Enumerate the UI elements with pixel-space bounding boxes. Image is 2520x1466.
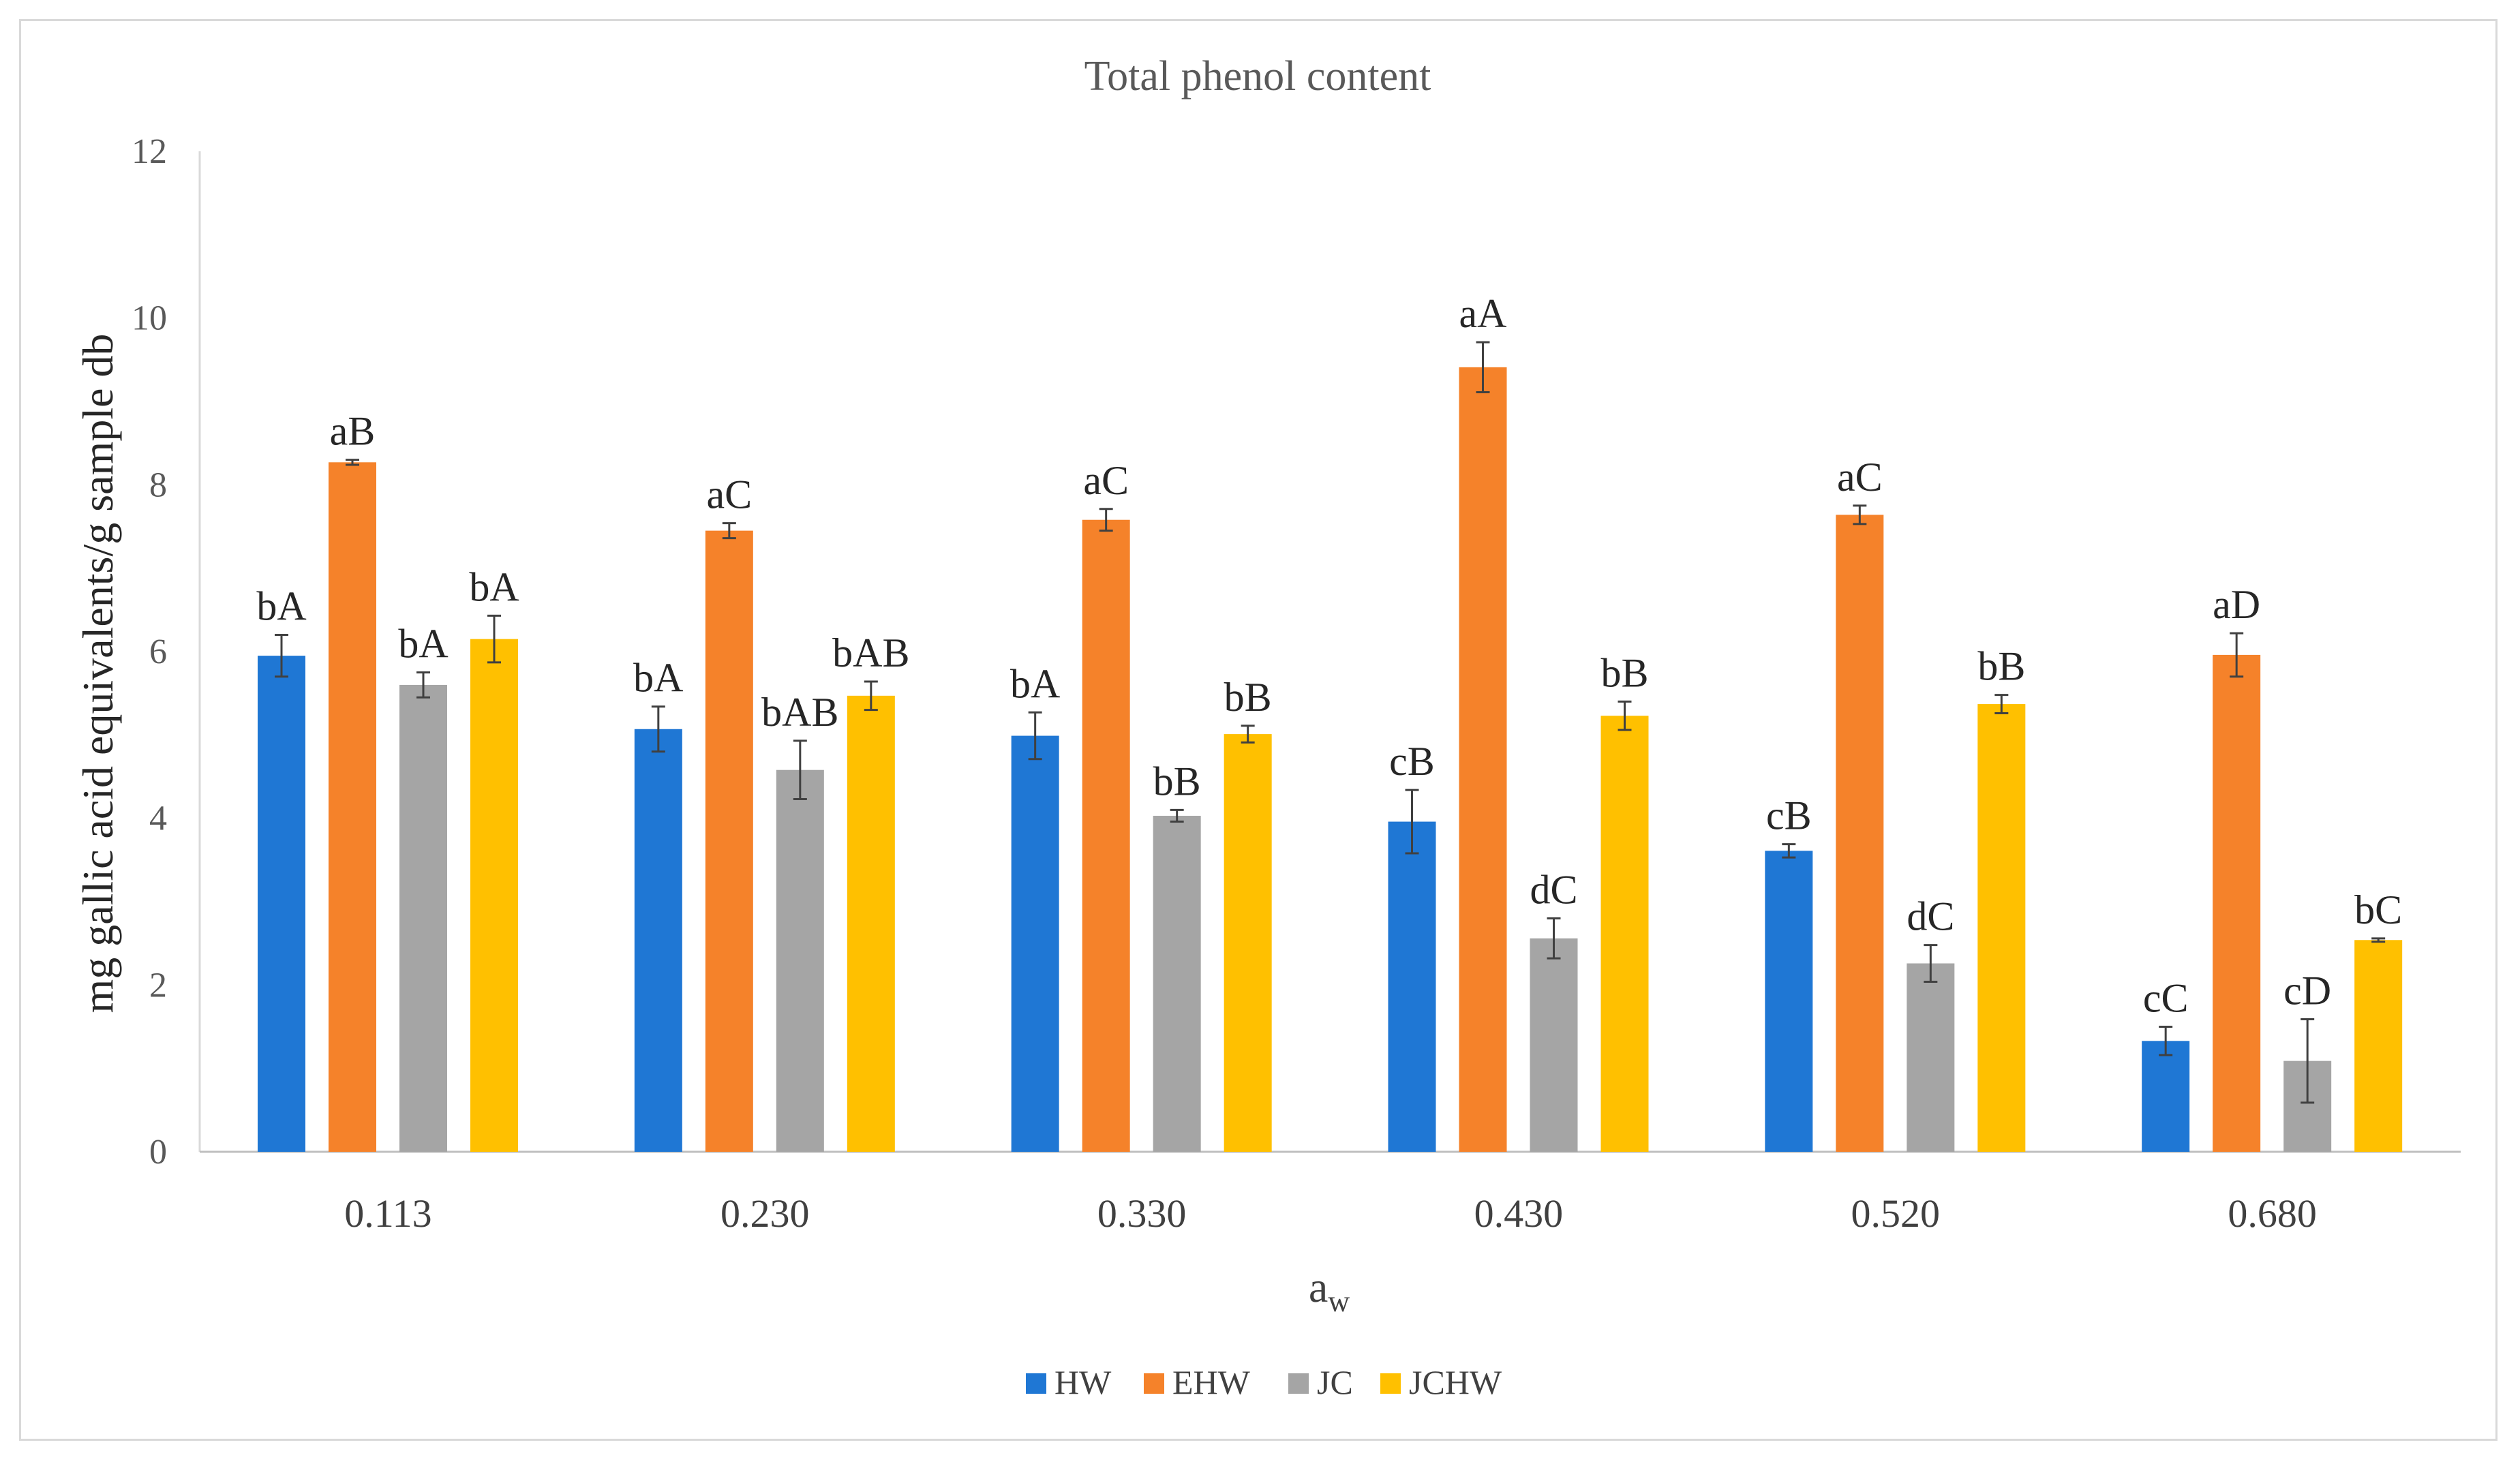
- x-tick-label: 0.330: [1097, 1191, 1187, 1236]
- x-tick-label: 0.230: [720, 1191, 810, 1236]
- legend-label-jc: JC: [1317, 1363, 1353, 1401]
- bar-hw: [1388, 821, 1436, 1152]
- y-tick-label: 4: [149, 799, 167, 838]
- data-label: aB: [330, 409, 376, 454]
- legend-label-hw: HW: [1054, 1363, 1112, 1401]
- data-label: aD: [2213, 582, 2260, 627]
- y-tick-label: 8: [149, 465, 167, 504]
- data-label: bA: [256, 584, 306, 629]
- x-tick-label: 0.680: [2228, 1191, 2317, 1236]
- bar-hw: [1765, 851, 1813, 1152]
- legend-swatch-jchw: [1380, 1373, 1401, 1394]
- data-label: dC: [1530, 867, 1577, 912]
- x-axis-label-subscript: w: [1328, 1285, 1350, 1318]
- data-label: cB: [1766, 793, 1812, 838]
- y-tick-label: 2: [149, 966, 167, 1005]
- data-label: bB: [1600, 650, 1648, 695]
- legend-swatch-hw: [1026, 1373, 1046, 1394]
- bar-hw: [258, 656, 305, 1152]
- data-label: bAB: [761, 690, 838, 735]
- data-label: bA: [1010, 661, 1060, 706]
- y-tick-label: 10: [132, 299, 167, 338]
- y-tick-label: 6: [149, 632, 167, 671]
- data-label: bC: [2354, 887, 2402, 932]
- x-tick-label: 0.520: [1851, 1191, 1941, 1236]
- x-tick-label: 0.113: [344, 1191, 431, 1236]
- legend: HW EHW JC JCHW: [1026, 1363, 1502, 1401]
- data-label: bA: [398, 622, 448, 667]
- data-label: aC: [707, 472, 753, 517]
- x-axis-label: aw: [1309, 1263, 1350, 1318]
- x-axis-label-main: a: [1309, 1263, 1328, 1311]
- data-label: aC: [1083, 458, 1129, 503]
- bar-ehw: [1459, 367, 1507, 1152]
- bar-jc: [1907, 963, 1955, 1152]
- data-label: cB: [1389, 739, 1435, 784]
- bar-jchw: [847, 695, 895, 1152]
- bar-ehw: [705, 530, 753, 1152]
- data-label: dC: [1907, 894, 1954, 939]
- plot-area: 0 2 4 6 8 10 12 0.113 0.230 0.330 0.430 0.520 0.680 b…: [132, 132, 2461, 1236]
- bar-jchw: [1977, 704, 2026, 1152]
- legend-swatch-ehw: [1144, 1373, 1164, 1394]
- data-label: aC: [1837, 455, 1883, 500]
- bar-hw: [2142, 1041, 2190, 1152]
- y-axis-label: mg gallic acid equivalents/g sample db: [74, 333, 122, 1013]
- bar-jchw: [1600, 716, 1649, 1152]
- bar-hw: [1011, 735, 1059, 1152]
- x-tick-label: 0.430: [1474, 1191, 1564, 1236]
- y-tick-label: 12: [132, 132, 167, 171]
- data-label: cD: [2283, 968, 2331, 1013]
- bar-ehw: [2213, 654, 2261, 1152]
- chart-title: Total phenol content: [1084, 53, 1431, 100]
- bar-jchw: [470, 639, 518, 1152]
- bar-jc: [776, 769, 824, 1152]
- bar-jc: [1153, 815, 1201, 1152]
- legend-swatch-jc: [1288, 1373, 1309, 1394]
- bar-ehw: [1082, 519, 1130, 1152]
- bar-ehw: [329, 462, 376, 1152]
- data-label: bB: [1977, 644, 2025, 689]
- data-label: aA: [1459, 291, 1507, 336]
- data-label: bA: [469, 564, 519, 609]
- data-label: bAB: [832, 630, 909, 675]
- legend-label-ehw: EHW: [1172, 1363, 1251, 1401]
- bar-ehw: [1836, 515, 1884, 1152]
- data-label: cC: [2143, 976, 2189, 1021]
- data-label: bB: [1224, 675, 1272, 720]
- data-label: bB: [1153, 759, 1201, 804]
- legend-label-jchw: JCHW: [1409, 1363, 1502, 1401]
- bar-jc: [399, 684, 447, 1152]
- data-label: bA: [633, 656, 683, 701]
- y-tick-label: 0: [149, 1133, 167, 1172]
- bar-jchw: [2354, 940, 2403, 1152]
- bar-jchw: [1224, 734, 1272, 1152]
- bar-hw: [634, 729, 682, 1152]
- bar-jc: [1530, 938, 1578, 1152]
